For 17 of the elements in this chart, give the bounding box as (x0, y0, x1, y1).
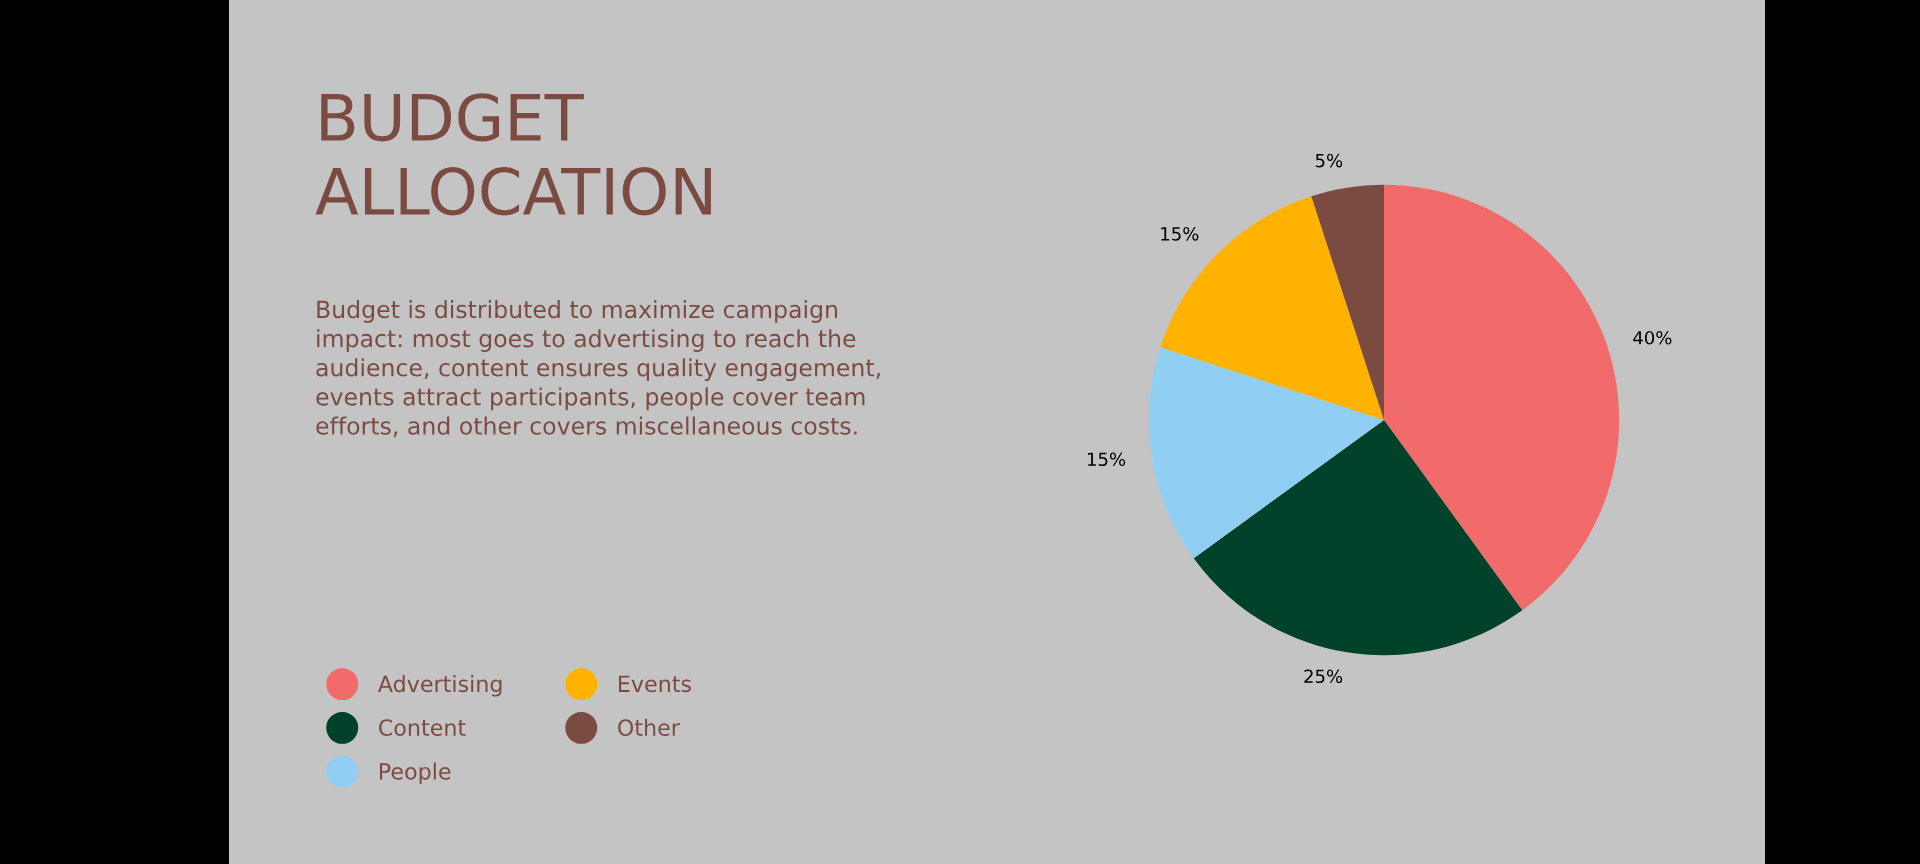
text: Budget is distributed to maximize campaign impact: most goes to advertising to reach the audience, content ensures quality engagement, events attract participants, people cover team efforts, and other covers miscellaneous costs. (316, 300, 880, 438)
legend-label: People (379, 762, 451, 784)
data-label: 15% (1087, 452, 1126, 467)
data-label: 25% (1304, 669, 1343, 684)
data-label: 5% (1315, 153, 1343, 168)
legend-label: Advertising (377, 675, 502, 697)
chart-title: BUDGET ALLOCATION (315, 93, 711, 216)
legend-label: Content (379, 719, 466, 736)
legend-label: Other (618, 718, 680, 736)
data-label: 40% (1633, 330, 1672, 345)
pie-slice (1148, 347, 1384, 559)
pie-slice (1160, 196, 1384, 420)
pie-slice (1193, 420, 1523, 656)
legend-label: Events (619, 675, 691, 693)
pie-slice (1384, 184, 1620, 611)
data-label: 15% (1161, 226, 1199, 241)
pie-slice (1311, 184, 1384, 420)
